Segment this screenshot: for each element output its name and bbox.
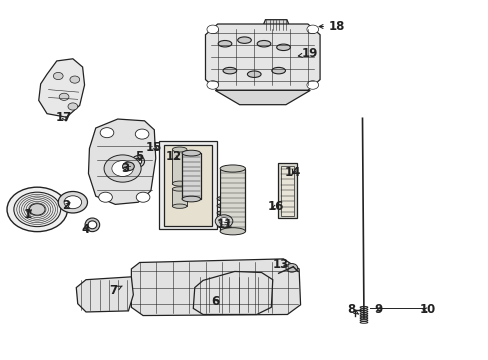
Ellipse shape [172,181,186,186]
Circle shape [70,76,80,83]
Text: 15: 15 [146,140,162,153]
Text: 18: 18 [319,20,345,33]
Bar [220,168,245,231]
Ellipse shape [271,47,283,51]
Ellipse shape [218,41,231,47]
Ellipse shape [237,37,251,43]
Circle shape [206,25,218,34]
Circle shape [136,192,150,202]
Circle shape [206,81,218,89]
Text: 13: 13 [272,258,288,271]
Circle shape [306,81,318,89]
Text: 10: 10 [418,303,435,316]
Text: 8: 8 [347,303,358,316]
Circle shape [99,192,112,202]
Polygon shape [76,277,133,312]
Text: 5: 5 [135,150,143,163]
Ellipse shape [182,196,200,202]
Ellipse shape [220,212,227,214]
Ellipse shape [257,41,270,47]
Bar [172,189,186,206]
Ellipse shape [172,204,186,208]
Ellipse shape [172,147,186,152]
Bar [182,153,200,199]
Ellipse shape [223,67,236,74]
Polygon shape [215,90,310,105]
Bar [172,149,186,184]
Circle shape [306,25,318,34]
Text: 19: 19 [298,47,318,60]
Polygon shape [262,20,289,31]
Text: 12: 12 [165,150,182,163]
Circle shape [112,161,133,176]
Circle shape [64,196,81,209]
Circle shape [53,72,63,80]
Text: 6: 6 [211,295,219,308]
Bar [163,145,211,226]
Ellipse shape [271,67,285,74]
Circle shape [135,129,149,139]
Ellipse shape [267,46,287,52]
Text: 14: 14 [285,166,301,179]
Circle shape [68,103,78,110]
Ellipse shape [217,211,230,215]
Circle shape [219,218,228,225]
Text: 11: 11 [216,218,233,231]
Circle shape [122,162,134,171]
Text: 7: 7 [108,284,122,297]
Text: 1: 1 [23,208,32,221]
Circle shape [215,215,232,228]
Ellipse shape [247,71,261,77]
Polygon shape [39,59,84,117]
Text: 9: 9 [374,303,382,316]
Circle shape [7,187,67,231]
Text: 17: 17 [56,111,72,124]
Polygon shape [131,259,300,316]
Ellipse shape [220,204,227,207]
Ellipse shape [172,187,186,191]
Bar [159,141,216,229]
Circle shape [14,192,61,226]
Text: 3: 3 [121,162,129,175]
Ellipse shape [220,197,227,200]
Polygon shape [205,24,320,90]
Circle shape [285,264,297,272]
Bar [277,163,297,219]
Text: 4: 4 [81,223,90,236]
Circle shape [29,204,45,215]
Ellipse shape [135,158,142,165]
Ellipse shape [217,196,230,201]
Circle shape [104,155,141,182]
Ellipse shape [88,221,97,229]
Ellipse shape [276,44,290,50]
Circle shape [100,128,114,138]
Circle shape [58,192,87,213]
Ellipse shape [220,228,245,235]
Text: 16: 16 [267,201,284,213]
Polygon shape [88,119,156,204]
Ellipse shape [217,203,230,208]
Circle shape [59,93,69,100]
Ellipse shape [85,218,100,231]
Bar [280,166,294,216]
Ellipse shape [182,150,200,156]
Ellipse shape [132,156,144,167]
Text: 2: 2 [62,199,70,212]
Ellipse shape [220,165,245,172]
Polygon shape [193,271,272,315]
